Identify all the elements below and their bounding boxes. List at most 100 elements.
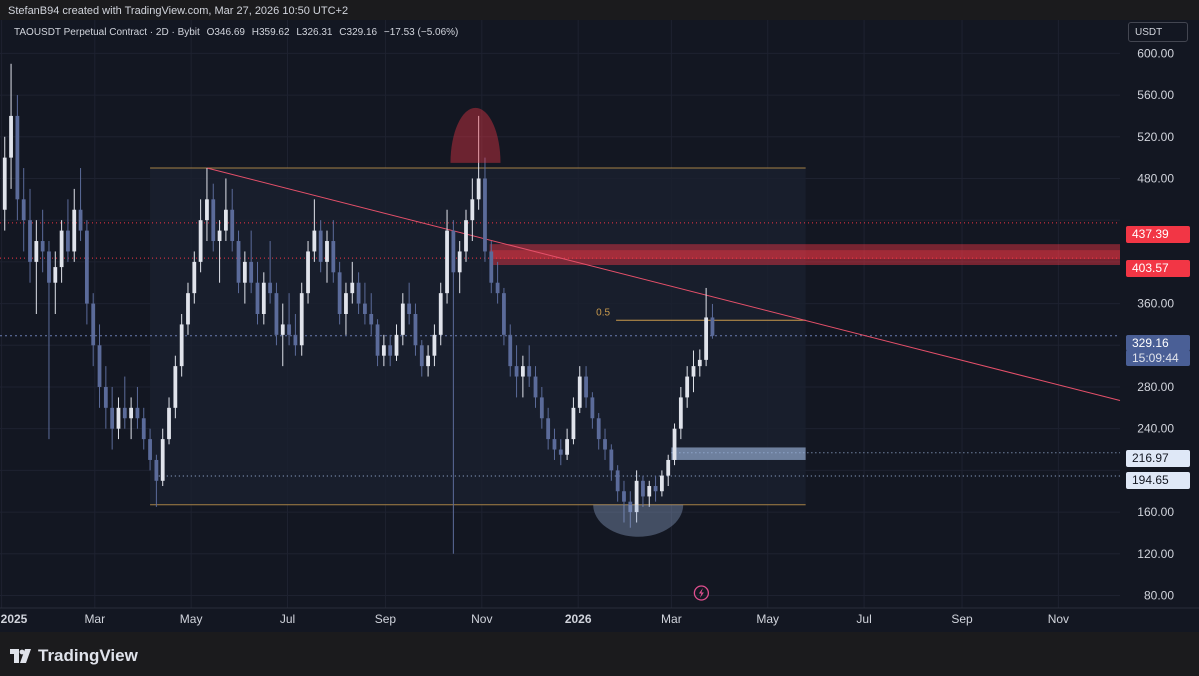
price-label-217: 216.97	[1126, 450, 1190, 467]
footer-bar: TradingView	[0, 632, 1199, 676]
top-dome-shape	[450, 107, 501, 163]
candle-body	[558, 449, 563, 455]
candle	[249, 230, 254, 294]
candle-body	[66, 230, 70, 252]
candle-body	[84, 230, 89, 304]
candle-body	[192, 261, 197, 294]
candle	[476, 115, 481, 210]
candle-body	[9, 115, 13, 158]
candle	[653, 475, 658, 502]
candle-body	[375, 324, 380, 356]
candle-body	[179, 324, 184, 367]
candle	[211, 183, 216, 252]
candle-body	[287, 324, 291, 335]
candle-body	[413, 314, 418, 346]
candle	[609, 444, 614, 481]
candle-body	[47, 251, 51, 283]
candle-body	[407, 303, 412, 314]
chart-canvas[interactable]: 0.5 600.00 560.00 520.00 480.00 360.00 280.00…	[0, 20, 1199, 632]
candle-body	[603, 439, 607, 450]
candle	[666, 454, 671, 487]
candle	[508, 324, 513, 377]
candle-body	[59, 230, 64, 268]
candle-body	[148, 439, 152, 460]
candle	[299, 282, 304, 356]
candle-body	[426, 355, 430, 367]
candle	[483, 157, 487, 262]
candle-body	[508, 334, 513, 367]
candle	[381, 334, 386, 367]
candle-body	[160, 439, 165, 481]
candle-body	[129, 407, 134, 419]
candle-body	[325, 241, 329, 262]
candle-body	[211, 199, 216, 242]
candle	[445, 209, 449, 304]
x-tick-label: 2026	[565, 612, 592, 626]
open-value: O346.69	[206, 27, 245, 38]
candle	[457, 241, 462, 294]
symbol-title[interactable]: TAOUSDT Perpetual Contract · 2D · Bybit	[14, 27, 200, 38]
candle	[53, 251, 58, 314]
fib-0-5-label: 0.5	[596, 307, 610, 318]
candle	[34, 220, 39, 314]
candle	[122, 376, 127, 429]
candle-body	[141, 418, 146, 440]
candle	[495, 261, 500, 304]
candle-body	[464, 220, 468, 252]
candle-body	[363, 303, 367, 314]
candle	[704, 287, 709, 367]
candle	[533, 366, 538, 408]
lightning-icon-bolt	[698, 588, 704, 598]
candle-body	[78, 209, 83, 231]
candle	[350, 261, 355, 304]
currency-button[interactable]: USDT	[1128, 22, 1188, 42]
candle-body	[167, 407, 171, 440]
candle-body	[584, 376, 588, 398]
candle	[293, 314, 298, 356]
candle	[78, 168, 83, 242]
candle	[697, 349, 702, 377]
x-tick-label: Nov	[471, 612, 492, 626]
candle	[388, 334, 393, 367]
candle-body	[451, 230, 456, 273]
candle	[691, 350, 696, 393]
candle	[432, 324, 437, 367]
candle-body	[577, 376, 582, 408]
candle-body	[198, 220, 203, 262]
candle	[318, 220, 323, 273]
bottom-bowl-shape	[593, 504, 684, 537]
candle-body	[457, 251, 462, 273]
y-tick-label: 120.00	[1137, 547, 1174, 561]
candle	[103, 366, 108, 429]
candle	[470, 178, 475, 242]
candle	[571, 397, 576, 445]
candle	[419, 340, 424, 377]
candle	[135, 386, 140, 429]
price-label-195: 194.65	[1126, 472, 1190, 489]
candle-body	[186, 293, 190, 325]
close-value: C329.16	[339, 27, 378, 38]
tradingview-logo[interactable]: TradingView	[10, 646, 138, 666]
candle-body	[539, 397, 544, 419]
candle-body	[34, 241, 39, 262]
low-value: L326.31	[296, 27, 333, 38]
candle-body	[299, 293, 304, 346]
candle-body	[312, 230, 317, 252]
candle	[331, 220, 336, 283]
candle-body	[685, 376, 690, 398]
candle	[426, 345, 430, 377]
candle	[363, 282, 367, 325]
candle	[489, 241, 494, 294]
x-tick-label: Jul	[280, 612, 295, 626]
candle	[622, 480, 626, 523]
candle-body	[653, 486, 658, 492]
candle	[407, 282, 412, 325]
candle-body	[224, 209, 228, 231]
descending-trendline	[206, 167, 1121, 402]
candle-body	[261, 282, 266, 314]
candle-body	[647, 486, 652, 497]
candle-body	[502, 293, 506, 335]
zones	[150, 168, 1120, 505]
candle	[154, 454, 159, 507]
candle	[40, 209, 45, 273]
